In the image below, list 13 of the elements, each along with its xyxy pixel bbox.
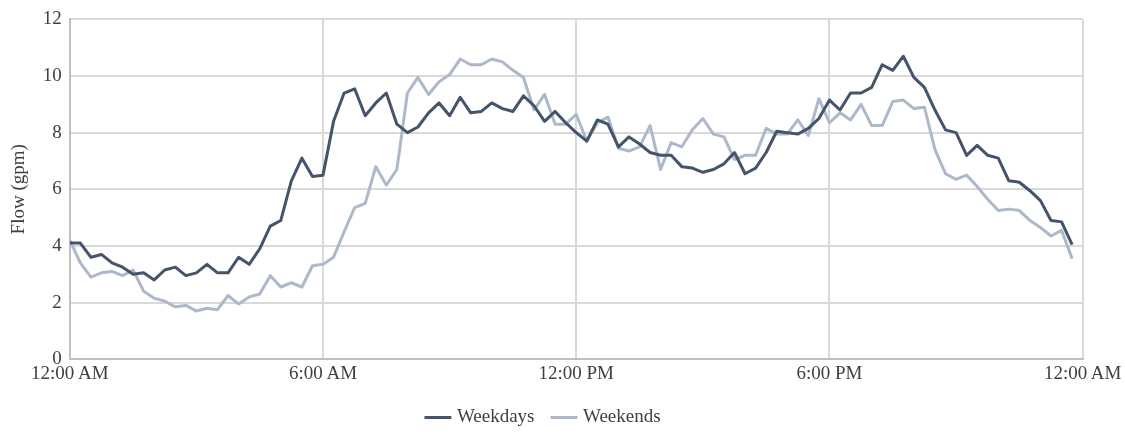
x-tick-label: 6:00 AM [288, 361, 358, 383]
y-tick-label: 6 [52, 177, 62, 199]
y-tick-label: 8 [52, 120, 62, 142]
legend-label: Weekdays [456, 405, 535, 427]
y-tick-label: 10 [42, 64, 62, 86]
x-tick-label: 12:00 PM [538, 361, 615, 383]
y-axis-title: Flow (gpm) [7, 144, 30, 235]
y-tick-label: 4 [52, 233, 63, 255]
x-tick-label: 6:00 PM [796, 361, 863, 383]
legend-label: Weekends [583, 405, 661, 427]
y-tick-label: 12 [42, 7, 62, 29]
x-tick-label: 12:00 AM [1043, 361, 1122, 383]
y-tick-label: 2 [52, 290, 62, 312]
